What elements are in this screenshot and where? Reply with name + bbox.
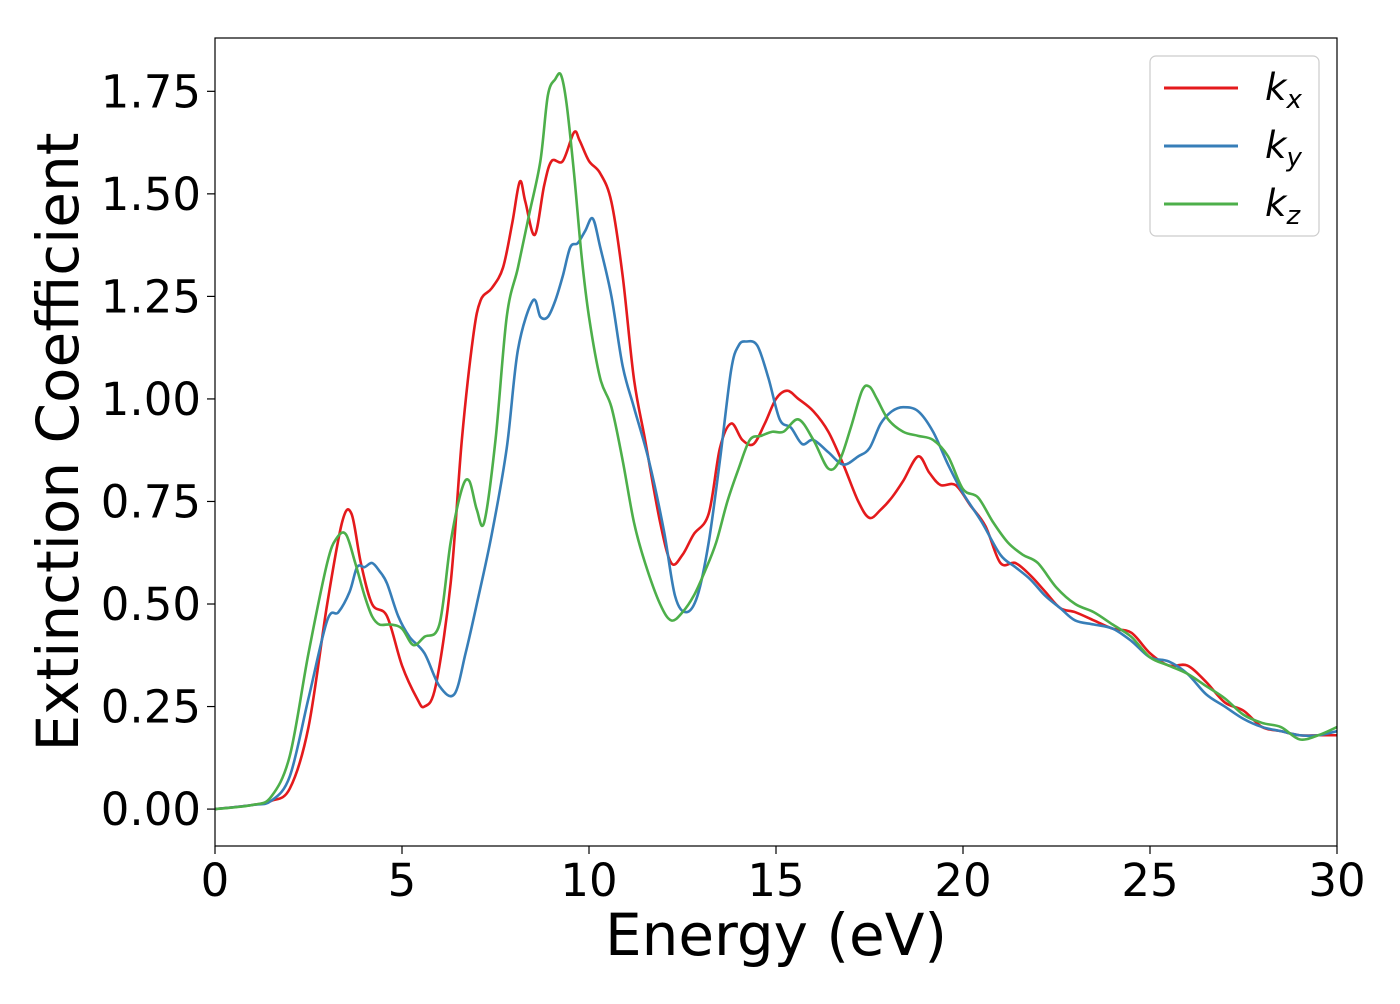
x-tick-label: 10 (560, 854, 617, 907)
y-tick-label: 1.50 (101, 168, 201, 221)
y-tick-label: 0.75 (101, 475, 201, 528)
legend-label-kz: kz (1265, 182, 1301, 231)
series-line-kz (215, 72, 1337, 811)
y-axis-ticks: 0.00 0.25 0.50 0.75 1.00 1.25 1.50 1.75 (101, 65, 215, 836)
legend-label-kx: kx (1265, 66, 1302, 115)
y-tick-label: 1.00 (101, 373, 201, 426)
x-tick-label: 30 (1308, 854, 1365, 907)
y-tick-label: 1.75 (101, 65, 201, 118)
legend: kx ky kz (1149, 55, 1320, 237)
x-axis-ticks: 0 5 10 15 20 25 30 (201, 846, 1366, 907)
x-tick-label: 15 (747, 854, 804, 907)
series-line-kx (215, 130, 1337, 811)
series-line-ky (215, 216, 1337, 811)
y-tick-label: 0.00 (101, 783, 201, 836)
y-axis-label: Extinction Coefficient (24, 133, 92, 752)
x-tick-label: 0 (201, 854, 230, 907)
y-tick-label: 1.25 (101, 270, 201, 323)
x-axis-label: Energy (eV) (605, 901, 947, 969)
legend-label-ky: ky (1265, 124, 1302, 173)
series-layer (215, 72, 1337, 811)
x-tick-label: 20 (934, 854, 991, 907)
y-tick-label: 0.50 (101, 578, 201, 631)
x-tick-label: 25 (1121, 854, 1178, 907)
x-tick-label: 5 (388, 854, 417, 907)
y-tick-label: 0.25 (101, 681, 201, 734)
